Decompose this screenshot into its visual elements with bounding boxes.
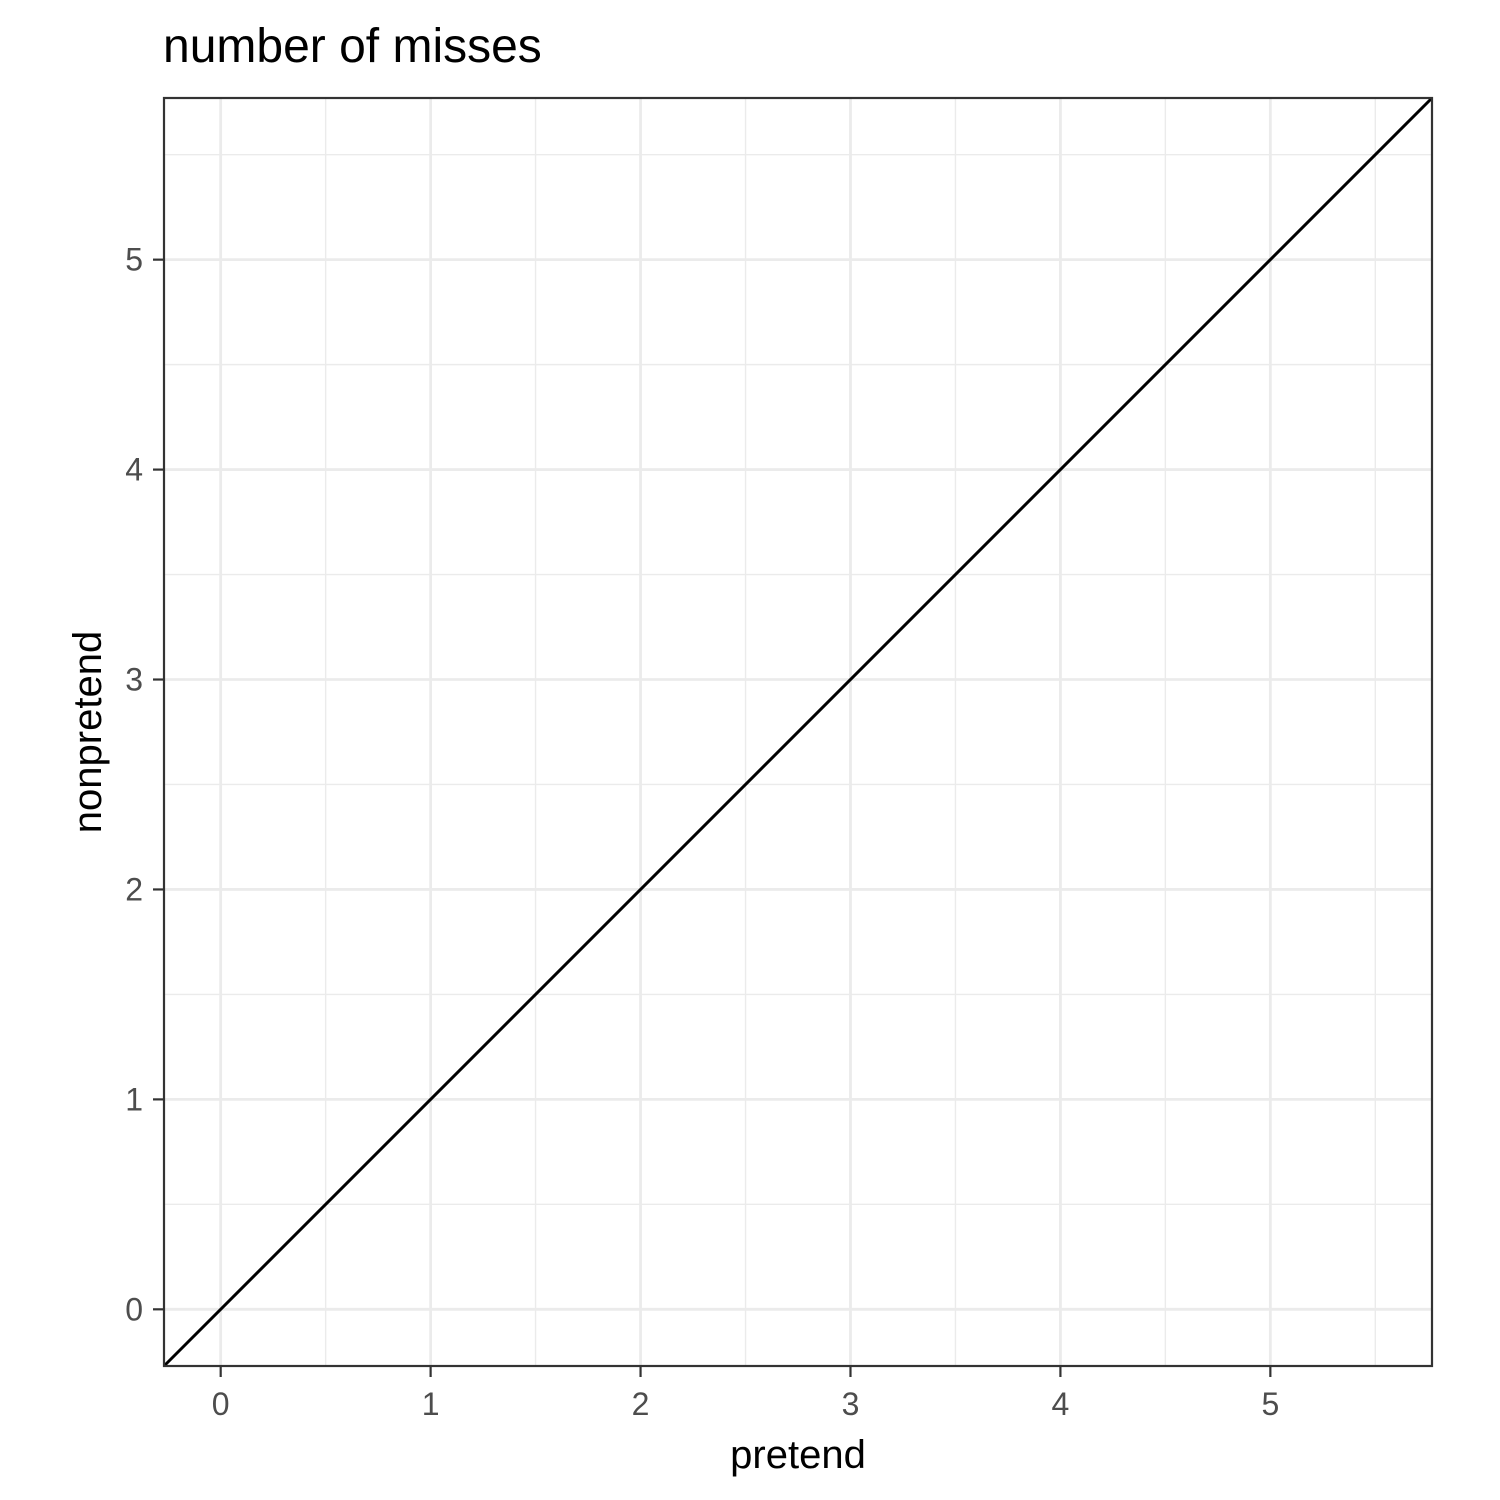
plot-panel xyxy=(162,96,1434,1368)
y-axis: 0 1 2 3 4 5 xyxy=(125,242,164,1327)
x-tick-label: 3 xyxy=(842,1386,860,1422)
panel-border xyxy=(162,96,1434,1368)
y-tick-label: 3 xyxy=(125,662,143,698)
x-tick-label: 2 xyxy=(632,1386,650,1422)
x-axis: 0 1 2 3 4 5 xyxy=(212,1366,1279,1422)
series-layer xyxy=(162,96,1434,1368)
y-tick-label: 5 xyxy=(125,242,143,278)
y-tick-label: 1 xyxy=(125,1081,143,1117)
y-tick-label: 0 xyxy=(125,1291,143,1327)
y-axis-title: nonpretend xyxy=(66,631,110,833)
x-tick-label: 0 xyxy=(212,1386,230,1422)
minor-gridlines xyxy=(164,98,1432,1366)
x-tick-label: 1 xyxy=(422,1386,440,1422)
x-axis-title: pretend xyxy=(730,1433,866,1477)
x-tick-label: 4 xyxy=(1052,1386,1070,1422)
y-tick-label: 4 xyxy=(125,452,143,488)
y-tick-label: 2 xyxy=(125,871,143,907)
chart-title: number of misses xyxy=(163,20,542,73)
series-line xyxy=(162,96,1434,1368)
major-gridlines xyxy=(164,98,1432,1366)
x-tick-label: 5 xyxy=(1261,1386,1279,1422)
